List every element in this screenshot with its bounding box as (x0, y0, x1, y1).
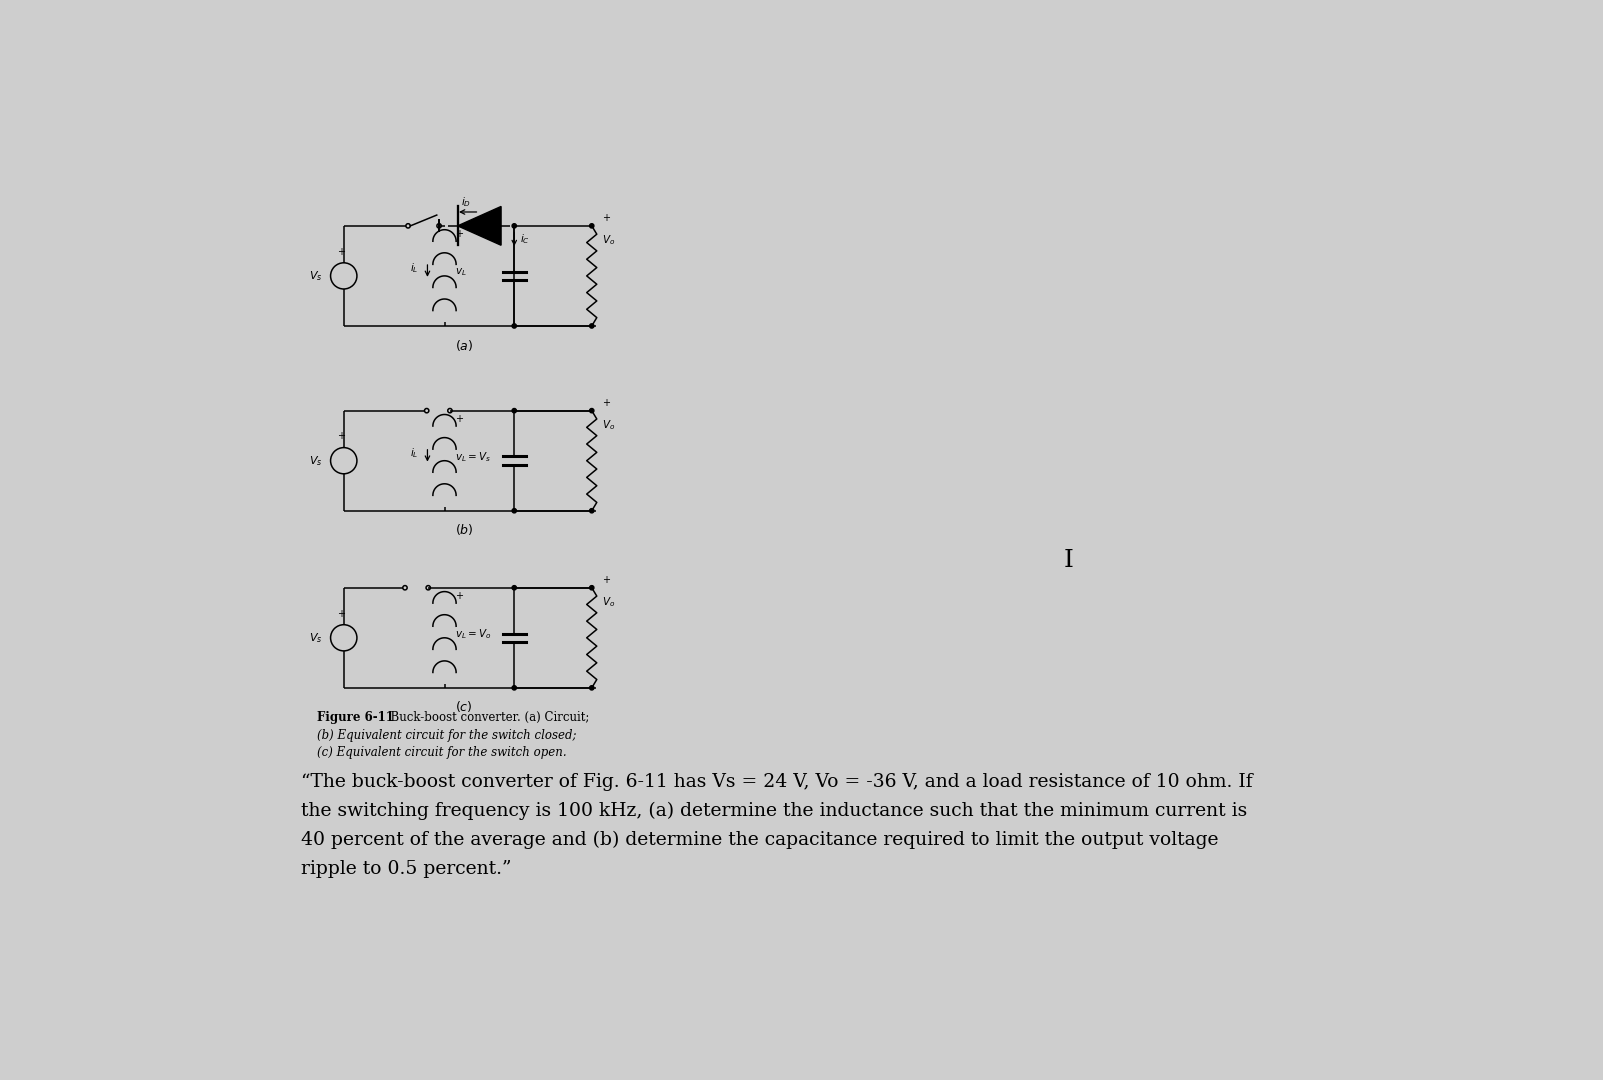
Text: +: + (455, 414, 463, 423)
Text: $i_L$: $i_L$ (410, 261, 418, 275)
Text: $v_L$: $v_L$ (455, 266, 466, 278)
Circle shape (590, 585, 595, 590)
Text: $(c)$: $(c)$ (455, 700, 473, 714)
Text: $i_D$: $i_D$ (462, 195, 471, 208)
Polygon shape (458, 206, 502, 245)
Text: the switching frequency is 100 kHz, (a) determine the inductance such that the m: the switching frequency is 100 kHz, (a) … (301, 801, 1247, 820)
Text: ripple to 0.5 percent.”: ripple to 0.5 percent.” (301, 861, 511, 878)
Text: Figure 6-11: Figure 6-11 (317, 711, 393, 724)
Text: $V_o$: $V_o$ (601, 595, 616, 609)
Text: +: + (455, 229, 463, 239)
Text: +: + (337, 608, 345, 619)
Text: Buck-boost converter. (a) Circuit;: Buck-boost converter. (a) Circuit; (383, 711, 590, 724)
Text: $V_s$: $V_s$ (308, 454, 322, 468)
Circle shape (590, 324, 595, 328)
Text: I: I (1063, 550, 1074, 572)
Circle shape (590, 686, 595, 690)
Text: $V_o$: $V_o$ (601, 233, 616, 247)
Text: $(a)$: $(a)$ (455, 338, 473, 352)
Text: (b) Equivalent circuit for the switch closed;: (b) Equivalent circuit for the switch cl… (317, 729, 575, 742)
Text: “The buck-boost converter of Fig. 6-11 has Vs = 24 V, Vo = -36 V, and a load res: “The buck-boost converter of Fig. 6-11 h… (301, 772, 1254, 791)
Text: $v_L = V_s$: $v_L = V_s$ (455, 450, 491, 463)
Circle shape (590, 408, 595, 413)
Text: +: + (337, 431, 345, 442)
Circle shape (511, 324, 516, 328)
Text: $i_C$: $i_C$ (521, 232, 531, 246)
Text: $V_s$: $V_s$ (308, 631, 322, 645)
Text: $v_L = V_o$: $v_L = V_o$ (455, 627, 491, 640)
Circle shape (511, 585, 516, 590)
Circle shape (511, 408, 516, 413)
Circle shape (590, 224, 595, 228)
Circle shape (590, 509, 595, 513)
Text: $(b)$: $(b)$ (455, 523, 473, 538)
Text: +: + (601, 213, 609, 222)
Text: $V_s$: $V_s$ (308, 269, 322, 283)
Text: +: + (601, 575, 609, 584)
Text: +: + (601, 397, 609, 407)
Text: 40 percent of the average and (b) determine the capacitance required to limit th: 40 percent of the average and (b) determ… (301, 832, 1218, 849)
Circle shape (511, 224, 516, 228)
Circle shape (511, 686, 516, 690)
Text: (c) Equivalent circuit for the switch open.: (c) Equivalent circuit for the switch op… (317, 746, 566, 759)
Text: $V_o$: $V_o$ (601, 418, 616, 432)
Text: +: + (455, 591, 463, 600)
Circle shape (511, 509, 516, 513)
Text: $i_L$: $i_L$ (410, 446, 418, 460)
Text: +: + (337, 246, 345, 257)
